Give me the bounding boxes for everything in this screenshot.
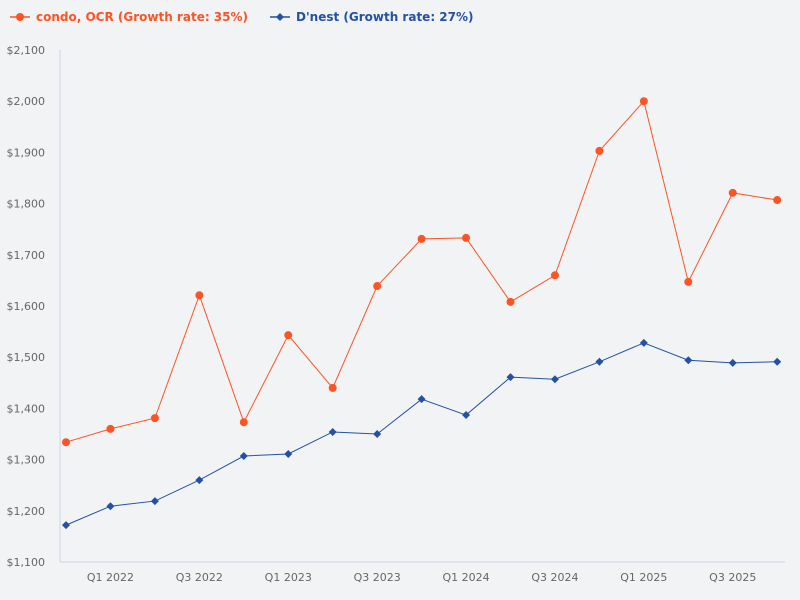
data-point bbox=[773, 357, 782, 366]
y-tick-label: $1,900 bbox=[7, 146, 46, 159]
data-point bbox=[62, 438, 70, 447]
data-point bbox=[728, 188, 737, 197]
data-point bbox=[239, 452, 248, 461]
data-point bbox=[328, 427, 337, 436]
data-point bbox=[195, 291, 204, 300]
y-tick-label: $1,600 bbox=[7, 300, 46, 313]
x-tick-label: Q3 2025 bbox=[709, 571, 756, 584]
data-point bbox=[150, 497, 159, 506]
data-point bbox=[62, 521, 70, 530]
legend-label: condo, OCR (Growth rate: 35%) bbox=[36, 10, 249, 24]
data-point bbox=[239, 418, 248, 427]
data-point bbox=[506, 297, 515, 306]
data-point bbox=[284, 449, 293, 458]
data-point bbox=[373, 430, 382, 438]
x-tick-label: Q1 2023 bbox=[265, 571, 312, 584]
data-point bbox=[106, 424, 115, 433]
data-point bbox=[639, 97, 648, 106]
circle-marker-icon bbox=[10, 13, 30, 21]
data-point bbox=[373, 282, 382, 291]
data-point bbox=[462, 233, 471, 242]
data-point bbox=[284, 331, 293, 340]
data-point bbox=[550, 375, 559, 384]
y-tick-label: $1,800 bbox=[7, 198, 46, 211]
y-tick-label: $1,400 bbox=[7, 402, 46, 415]
y-tick-label: $1,300 bbox=[7, 454, 46, 467]
y-tick-label: $1,100 bbox=[7, 556, 46, 569]
x-tick-label: Q3 2022 bbox=[176, 571, 223, 584]
data-point bbox=[550, 271, 559, 280]
data-point bbox=[328, 383, 337, 392]
data-point bbox=[595, 357, 604, 366]
legend-item-condo[interactable]: condo, OCR (Growth rate: 35%) bbox=[10, 10, 248, 24]
y-tick-label: $1,700 bbox=[7, 249, 46, 262]
x-tick-label: Q3 2024 bbox=[531, 571, 578, 584]
data-point bbox=[773, 196, 782, 205]
x-tick-label: Q3 2023 bbox=[354, 571, 401, 584]
y-tick-label: $1,200 bbox=[7, 505, 46, 518]
data-point bbox=[684, 356, 693, 365]
diamond-marker-icon bbox=[270, 13, 291, 21]
data-point bbox=[417, 234, 426, 243]
data-point bbox=[417, 395, 426, 404]
series-line-0 bbox=[65, 100, 778, 443]
x-tick-label: Q1 2025 bbox=[620, 571, 667, 584]
data-point bbox=[684, 277, 693, 286]
data-point bbox=[506, 373, 515, 382]
legend: condo, OCR (Growth rate: 35%) D'nest (Gr… bbox=[10, 10, 474, 24]
legend-label: D'nest (Growth rate: 27%) bbox=[296, 10, 474, 24]
data-point bbox=[195, 476, 204, 485]
y-tick-label: $2,000 bbox=[7, 95, 46, 108]
y-tick-label: $2,100 bbox=[7, 44, 46, 57]
data-point bbox=[150, 414, 159, 423]
y-tick-label: $1,500 bbox=[7, 351, 46, 364]
data-point bbox=[106, 502, 115, 511]
data-point bbox=[728, 358, 737, 367]
x-tick-label: Q1 2022 bbox=[87, 571, 134, 584]
x-tick-label: Q1 2024 bbox=[442, 571, 489, 584]
data-point bbox=[639, 338, 648, 347]
data-point bbox=[595, 146, 604, 155]
data-point bbox=[462, 411, 471, 420]
legend-item-dnest[interactable]: D'nest (Growth rate: 27%) bbox=[270, 10, 474, 24]
